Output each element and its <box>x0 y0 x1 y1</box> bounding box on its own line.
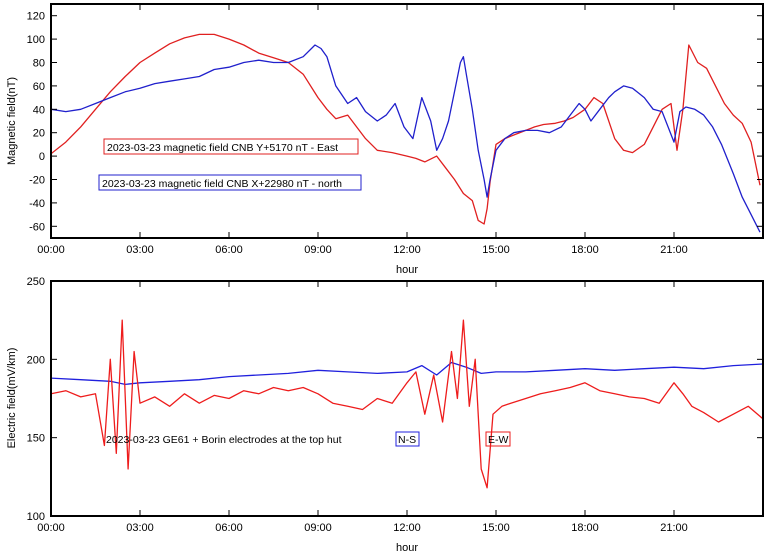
magnetic-y-tick-label: 40 <box>33 104 45 116</box>
electric-series-line-0 <box>51 361 763 386</box>
electric-x-tick-label: 18:00 <box>571 522 599 534</box>
magnetic-x-tick-label: 12:00 <box>393 244 421 256</box>
electric-x-tick-label: 06:00 <box>215 522 243 534</box>
magnetic-y-tick-label: 20 <box>33 128 45 140</box>
electric-annotation: 2023-03-23 GE61 + Borin electrodes at th… <box>106 434 342 446</box>
electric-field-chart: 00:00 03:00 06:00 09:00 12:00 15:00 18:00 21:00… <box>6 276 764 554</box>
magnetic-x-tick-label: 00:00 <box>37 244 65 256</box>
magnetic-x-axis-title: hour <box>396 264 418 276</box>
legend-label-east: 2023-03-23 magnetic field CNB Y+5170 nT … <box>107 142 338 154</box>
electric-y-tick-label: 150 <box>27 433 45 445</box>
magnetic-series-line-0 <box>51 33 761 225</box>
legend-box-north <box>98 174 362 191</box>
magnetic-y-tick-label: 120 <box>27 11 45 23</box>
magnetic-y-tick-label: -20 <box>29 175 45 187</box>
legend-label-ns: N-S <box>398 434 416 446</box>
magnetic-x-tick-label: 03:00 <box>126 244 154 256</box>
magnetic-y-axis-title: Magnetic field(nT) <box>6 77 18 165</box>
magnetic-y-tick-label: 0 <box>39 151 45 163</box>
electric-tick-layer: 00:00 03:00 06:00 09:00 12:00 15:00 18:00 21:00… <box>27 276 763 534</box>
electric-x-tick-label: 03:00 <box>126 522 154 534</box>
magnetic-x-tick-label: 15:00 <box>482 244 510 256</box>
legend-label-north: 2023-03-23 magnetic field CNB X+22980 nT… <box>102 178 342 190</box>
magnetic-y-tick-label: -40 <box>29 198 45 210</box>
legend-box-east <box>103 138 359 155</box>
electric-x-tick-label: 21:00 <box>660 522 688 534</box>
magnetic-series-layer <box>51 33 761 233</box>
electric-y-tick-label: 250 <box>27 276 45 288</box>
magnetic-x-tick-label: 09:00 <box>304 244 332 256</box>
electric-y-tick-label: 200 <box>27 354 45 366</box>
electric-y-tick-label: 100 <box>27 511 45 523</box>
legend-box-ns <box>395 431 420 447</box>
legend-label-ew: E-W <box>488 434 509 446</box>
electric-x-tick-label: 12:00 <box>393 522 421 534</box>
electric-x-tick-label: 00:00 <box>37 522 65 534</box>
electric-series-line-1 <box>51 319 763 489</box>
magnetic-x-tick-label: 18:00 <box>571 244 599 256</box>
electric-x-tick-label: 15:00 <box>482 522 510 534</box>
magnetic-y-tick-label: 80 <box>33 58 45 70</box>
magnetic-x-tick-label: 21:00 <box>660 244 688 256</box>
electric-series-layer <box>51 319 763 489</box>
magnetic-x-tick-label: 06:00 <box>215 244 243 256</box>
magnetic-y-tick-label: -60 <box>29 221 45 233</box>
electric-x-axis-title: hour <box>396 542 418 554</box>
magnetic-tick-layer: 00:00 03:00 06:00 09:00 12:00 15:00 18:00 21:00… <box>27 4 763 256</box>
legend-box-ew <box>485 431 511 447</box>
electric-y-axis-title: Electric field(mV/km) <box>6 348 18 449</box>
magnetic-series-line-1 <box>51 44 761 233</box>
magnetic-y-tick-label: 100 <box>27 34 45 46</box>
magnetic-y-tick-label: 60 <box>33 81 45 93</box>
electric-x-tick-label: 09:00 <box>304 522 332 534</box>
magnetic-field-chart: 00:00 03:00 06:00 09:00 12:00 15:00 18:00 21:00… <box>6 3 764 276</box>
